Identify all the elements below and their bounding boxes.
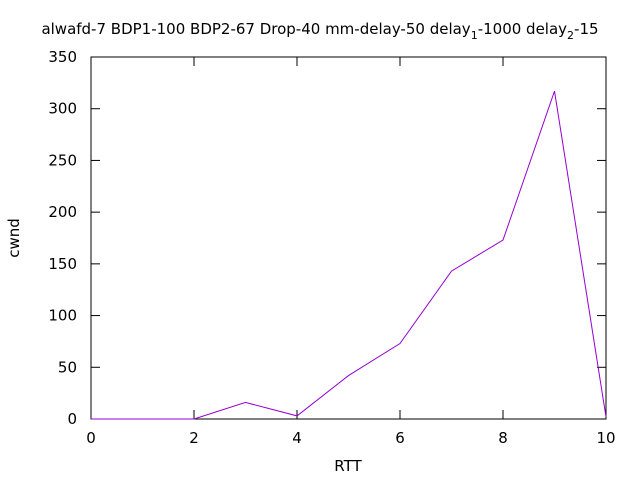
series-line bbox=[91, 90, 607, 420]
x-tick-label: 10 bbox=[596, 429, 615, 447]
x-tick-label: 4 bbox=[292, 429, 302, 447]
chart-title-mid: -1000 delay bbox=[478, 20, 567, 38]
y-tick-label: 200 bbox=[48, 203, 77, 221]
x-tick-label: 6 bbox=[395, 429, 405, 447]
y-tick-label: 350 bbox=[48, 48, 77, 66]
y-tick-label: 300 bbox=[48, 100, 77, 118]
x-tick-label: 2 bbox=[189, 429, 199, 447]
plot-frame bbox=[90, 56, 607, 420]
y-tick-label: 150 bbox=[48, 255, 77, 273]
y-axis-label: cwnd bbox=[5, 218, 23, 258]
chart-title-tail: -15 bbox=[574, 20, 599, 38]
x-tick-label: 8 bbox=[498, 429, 508, 447]
y-tick-label: 50 bbox=[58, 358, 77, 376]
x-tick-label: 0 bbox=[86, 429, 96, 447]
chart-title-main: alwafd-7 BDP1-100 BDP2-67 Drop-40 mm-del… bbox=[41, 20, 470, 38]
chart-title: alwafd-7 BDP1-100 BDP2-67 Drop-40 mm-del… bbox=[41, 20, 598, 42]
x-axis-label: RTT bbox=[334, 457, 362, 475]
plot-area: 0 50 100 150 200 250 300 350 0 2 4 6 8 10 bbox=[48, 48, 615, 447]
y-tick-label: 250 bbox=[48, 151, 77, 169]
chart-title-sub1: 1 bbox=[471, 29, 478, 42]
y-tick-label: 0 bbox=[67, 410, 77, 428]
chart-title-sub2: 2 bbox=[567, 29, 574, 42]
y-tick-label: 100 bbox=[48, 307, 77, 325]
